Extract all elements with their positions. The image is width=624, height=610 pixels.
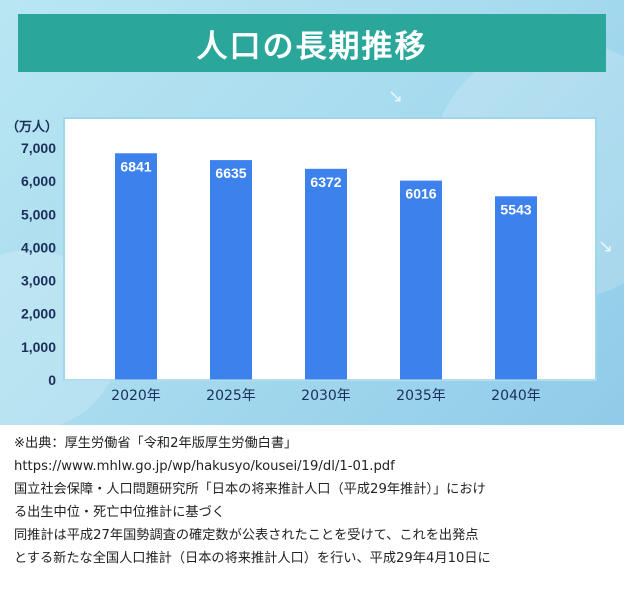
y-tick-label: 4,000	[21, 239, 56, 255]
y-tick-label: 3,000	[21, 273, 56, 289]
y-tick-label: 1,000	[21, 339, 56, 355]
y-tick-label: 7,000	[21, 140, 56, 156]
note-line: 国立社会保障・人口問題研究所「日本の将来推計人口（平成29年推計）」におけ	[14, 482, 486, 497]
bar-value-label: 6841	[120, 158, 151, 174]
y-tick-label: 5,000	[21, 206, 56, 222]
bar-value-label: 5543	[500, 201, 531, 217]
bar	[210, 160, 252, 380]
note-line: https://www.mhlw.go.jp/wp/hakusyo/kousei…	[14, 459, 395, 474]
source-notes: ※出典：厚生労働省「令和2年版厚生労働白書」 https://www.mhlw.…	[14, 432, 614, 570]
bar	[115, 153, 157, 380]
title-banner: 人口の長期推移	[18, 14, 606, 72]
bar-value-label: 6016	[405, 186, 436, 202]
chart-title: 人口の長期推移	[196, 28, 428, 65]
y-tick-label: 0	[48, 372, 56, 388]
bar-chart: （万人） 0 1,000 2,000 3,000 4,000 5,000 6,000 7,00…	[6, 117, 597, 404]
x-tick-label: 2020年	[111, 388, 161, 404]
y-axis-ticks: 0 1,000 2,000 3,000 4,000 5,000 6,000 7,000	[21, 140, 56, 388]
bar	[400, 180, 442, 380]
y-tick-label: 6,000	[21, 173, 56, 189]
y-tick-label: 2,000	[21, 306, 56, 322]
bar	[305, 168, 347, 380]
y-axis-unit-label: （万人）	[6, 119, 58, 135]
bar-value-label: 6635	[215, 165, 246, 181]
bar-value-label: 6372	[310, 174, 341, 190]
bar	[495, 196, 537, 380]
bars: 6841 6635 6372 6016 5543	[115, 153, 537, 380]
note-line: ※出典：厚生労働省「令和2年版厚生労働白書」	[14, 436, 298, 451]
x-tick-label: 2040年	[491, 388, 541, 404]
x-axis-labels: 2020年 2025年 2030年 2035年 2040年	[111, 388, 541, 404]
decorative-arrow-icon: ↘	[598, 236, 614, 257]
x-tick-label: 2035年	[396, 388, 446, 404]
note-line: る出生中位・死亡中位推計に基づく	[14, 505, 225, 520]
note-line: とする新たな全国人口推計（日本の将来推計人口）を行い、平成29年4月10日に	[14, 551, 491, 566]
note-line: 同推計は平成27年国勢調査の確定数が公表されたことを受けて、これを出発点	[14, 528, 479, 543]
x-tick-label: 2030年	[301, 388, 351, 404]
x-tick-label: 2025年	[206, 388, 256, 404]
decorative-arrow-icon: ↘	[388, 86, 404, 107]
